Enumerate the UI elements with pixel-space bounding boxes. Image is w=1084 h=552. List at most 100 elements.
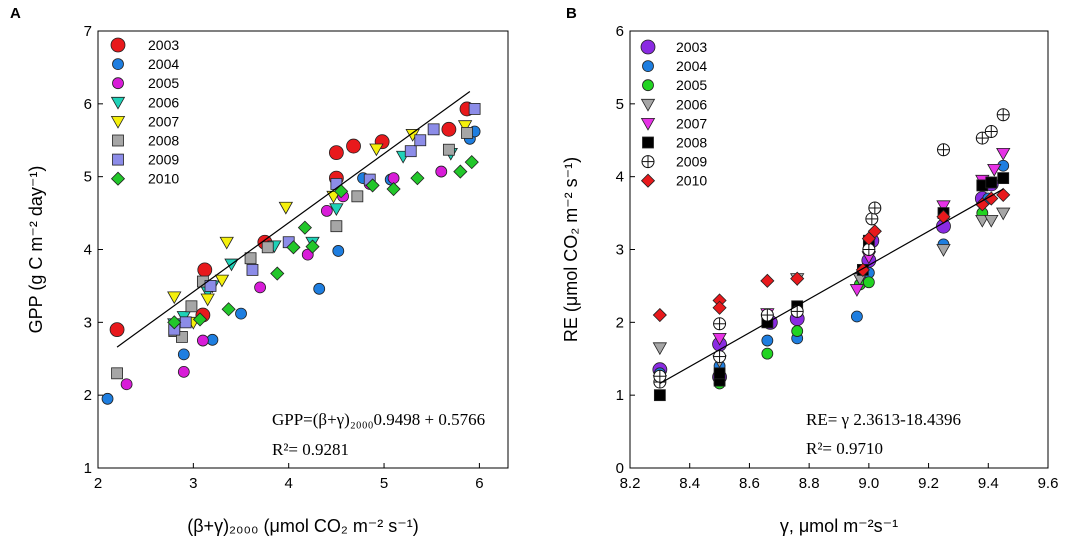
data-point: [297, 220, 312, 235]
series-2005: [120, 165, 448, 391]
data-point: [120, 378, 133, 391]
data-point: [713, 367, 726, 380]
legend-marker: [112, 134, 124, 147]
series-2009: [653, 108, 1010, 389]
data-point: [849, 284, 865, 297]
legend-marker: [112, 153, 124, 166]
series-2010: [167, 155, 479, 330]
data-point: [975, 131, 989, 145]
data-point: [167, 291, 182, 305]
data-point: [984, 125, 998, 139]
data-point: [313, 282, 326, 295]
data-point: [176, 330, 188, 343]
data-point: [305, 239, 320, 254]
x-tick-label: 9.2: [918, 475, 939, 492]
data-point: [761, 347, 774, 360]
data-point: [975, 197, 990, 212]
data-point: [326, 190, 341, 204]
x-axis-label: γ, μmol m⁻²s⁻¹: [780, 516, 898, 536]
data-point: [652, 342, 668, 356]
data-point: [330, 220, 343, 233]
legend-label: 2006: [148, 94, 179, 110]
legend-label: 2005: [676, 77, 707, 93]
y-tick-label: 5: [616, 96, 624, 113]
legend-marker: [640, 173, 656, 188]
x-tick-label: 8.4: [679, 475, 700, 492]
series-2009: [168, 103, 481, 336]
y-axis-label: GPP (g C m⁻² day⁻¹): [26, 166, 46, 334]
r-squared: R²= 0.9281: [272, 440, 349, 459]
data-point: [997, 172, 1010, 185]
series-2005: [713, 207, 989, 390]
legend-marker: [110, 171, 126, 186]
series-2004: [653, 159, 1010, 380]
x-tick-label: 4: [285, 475, 293, 492]
data-point: [937, 143, 950, 157]
series-2007: [167, 120, 473, 330]
regression-equation: GPP=(β+γ)₂₀₀₀0.9498 + 0.5766: [272, 410, 485, 429]
legend-label: 2008: [676, 135, 707, 151]
data-point: [179, 316, 192, 329]
x-tick-label: 9.6: [1038, 475, 1059, 492]
data-point: [712, 332, 727, 346]
y-axis-label: RE (μmol CO₂ m⁻² s⁻¹): [561, 157, 581, 342]
x-tick-label: 9.0: [858, 475, 879, 492]
data-point: [254, 281, 266, 294]
x-tick-label: 2: [94, 475, 102, 492]
y-tick-label: 4: [616, 169, 624, 186]
data-point: [441, 121, 457, 137]
legend-label: 2009: [148, 152, 179, 168]
series-2006: [652, 207, 1011, 369]
data-point: [457, 120, 473, 133]
data-point: [435, 165, 448, 178]
data-point: [468, 103, 481, 115]
data-point: [185, 300, 198, 313]
data-point: [442, 143, 455, 156]
data-point: [996, 207, 1011, 221]
data-point: [464, 155, 479, 170]
legend-label: 2006: [676, 96, 707, 112]
y-tick-label: 3: [84, 314, 92, 331]
y-tick-label: 6: [84, 96, 92, 113]
y-tick-label: 0: [616, 460, 624, 477]
data-point: [111, 367, 123, 380]
y-tick-label: 2: [84, 387, 92, 404]
data-point: [346, 138, 361, 154]
data-point: [177, 365, 190, 378]
panel-label: B: [566, 5, 577, 22]
data-point: [867, 224, 882, 239]
legend-marker: [110, 116, 126, 129]
data-point: [984, 214, 999, 228]
data-point: [286, 240, 301, 255]
data-point: [204, 280, 217, 292]
legend-marker: [642, 136, 654, 149]
data-point: [936, 244, 951, 257]
x-tick-label: 5: [380, 475, 388, 492]
data-point: [351, 190, 364, 203]
data-point: [221, 302, 236, 317]
data-point: [196, 334, 209, 347]
x-tick-label: 8.2: [620, 475, 641, 492]
data-point: [791, 325, 804, 337]
data-point: [365, 178, 380, 193]
panel-label: A: [10, 5, 21, 22]
legend: 2003 2004 2005 2006 2007 2008 2009 2010: [640, 39, 707, 189]
data-point: [996, 147, 1011, 161]
legend-label: 2004: [676, 58, 707, 74]
data-point: [653, 369, 667, 383]
data-point: [761, 334, 774, 347]
y-tick-label: 4: [84, 242, 92, 259]
data-point: [653, 389, 666, 402]
data-point: [760, 273, 775, 288]
data-point: [936, 200, 951, 214]
data-point: [862, 276, 875, 289]
legend-marker: [642, 60, 654, 72]
data-point: [320, 204, 333, 217]
data-point: [192, 312, 208, 327]
x-tick-label: 8.6: [739, 475, 760, 492]
legend-marker: [640, 98, 656, 112]
legend-marker: [641, 155, 655, 169]
data-point: [790, 304, 804, 318]
r-squared: R²= 0.9710: [806, 439, 883, 458]
